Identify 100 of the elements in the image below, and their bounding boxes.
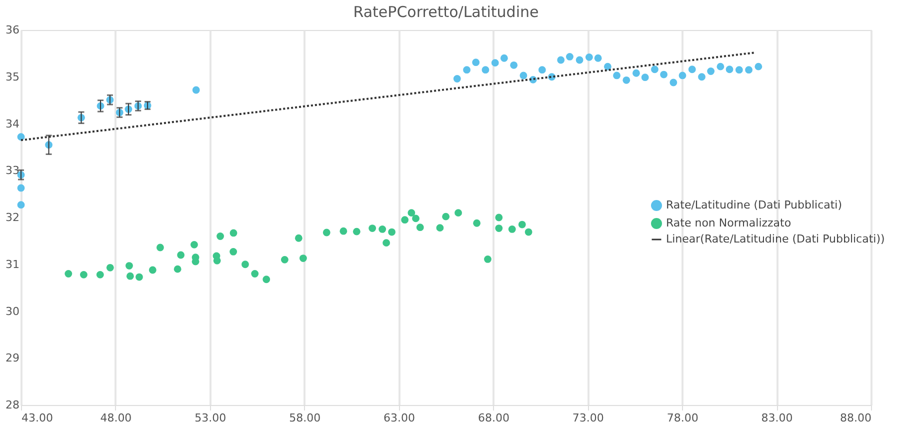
point [156, 244, 164, 252]
point [352, 228, 360, 236]
point [632, 69, 640, 77]
y-tick-label: 28 [6, 398, 20, 412]
point [745, 66, 752, 74]
point [230, 248, 238, 256]
point [192, 86, 200, 94]
y-tick-label: 34 [6, 117, 20, 130]
point [698, 73, 706, 81]
point [510, 61, 518, 69]
point [17, 201, 25, 209]
legend-label: Rate non Normalizzato [666, 216, 792, 230]
point [538, 66, 546, 74]
point [491, 59, 499, 67]
point [726, 66, 734, 74]
point [106, 264, 114, 272]
point [473, 219, 480, 227]
point [126, 272, 134, 280]
point [17, 133, 25, 141]
point [136, 273, 143, 281]
point [368, 224, 376, 232]
chart-title: RatePCorretto/Latitudine [353, 3, 539, 21]
point [148, 266, 156, 274]
x-tick-label: 53.00 [194, 412, 226, 424]
point [495, 224, 503, 232]
x-tick-label: 73.00 [572, 412, 604, 424]
point [436, 224, 444, 232]
x-tick-label: 63.00 [384, 412, 416, 424]
point [716, 62, 724, 70]
point [482, 66, 490, 74]
legend-label: Linear(Rate/Latitudine (Dati Pubblicati)) [666, 232, 885, 246]
point [678, 72, 686, 80]
point [518, 220, 526, 228]
point [453, 75, 461, 82]
y-tick-label: 36 [6, 24, 20, 36]
point [190, 240, 198, 248]
point [576, 56, 584, 64]
x-tick-label: 58.00 [289, 412, 321, 424]
point [251, 270, 259, 278]
point [604, 62, 612, 70]
point [378, 226, 386, 233]
point [280, 256, 288, 264]
point [454, 209, 462, 217]
y-tick-label: 30 [6, 304, 20, 318]
point [174, 265, 182, 273]
point [735, 66, 743, 74]
point [126, 262, 133, 270]
point [382, 239, 390, 247]
point [230, 229, 238, 237]
point [557, 56, 565, 64]
point [177, 251, 185, 259]
point [17, 184, 25, 192]
point [622, 76, 630, 84]
point [463, 66, 470, 74]
point [262, 276, 270, 284]
point [80, 270, 88, 278]
point [484, 256, 492, 263]
x-tick-label: 78.00 [666, 412, 698, 424]
point [388, 228, 396, 236]
point [299, 254, 307, 262]
point [500, 54, 508, 62]
point [472, 58, 480, 66]
point [242, 260, 249, 268]
point [294, 234, 302, 242]
point [340, 227, 348, 235]
point [322, 228, 330, 236]
legend-label: Rate/Latitudine (Dati Pubblicati) [666, 198, 842, 212]
point [688, 66, 696, 74]
point [216, 232, 224, 240]
y-tick-label: 31 [6, 258, 20, 271]
x-tick-label: 48.00 [100, 412, 132, 424]
point [660, 70, 668, 78]
point [508, 226, 516, 233]
point [641, 74, 649, 82]
point [670, 78, 678, 86]
point [566, 53, 574, 60]
point [524, 228, 532, 236]
point [754, 62, 762, 70]
y-tick-label: 35 [6, 70, 20, 84]
point [651, 66, 658, 74]
point [442, 212, 450, 220]
y-tick-label: 29 [6, 352, 20, 365]
point [401, 216, 409, 224]
point [96, 270, 104, 278]
point [707, 68, 715, 75]
point [416, 224, 424, 232]
x-tick-label: 43.00 [22, 412, 53, 424]
point [408, 209, 416, 217]
y-tick-label: 33 [6, 164, 20, 178]
y-tick-label: 32 [6, 211, 20, 224]
point [495, 214, 503, 222]
point [585, 53, 593, 61]
point [64, 270, 72, 278]
point [520, 72, 528, 80]
point [613, 72, 620, 80]
point [412, 214, 420, 222]
x-tick-label: 83.00 [761, 412, 793, 424]
x-tick-label: 88.00 [840, 412, 872, 424]
x-tick-label: 68.00 [478, 412, 510, 424]
point [594, 54, 602, 62]
